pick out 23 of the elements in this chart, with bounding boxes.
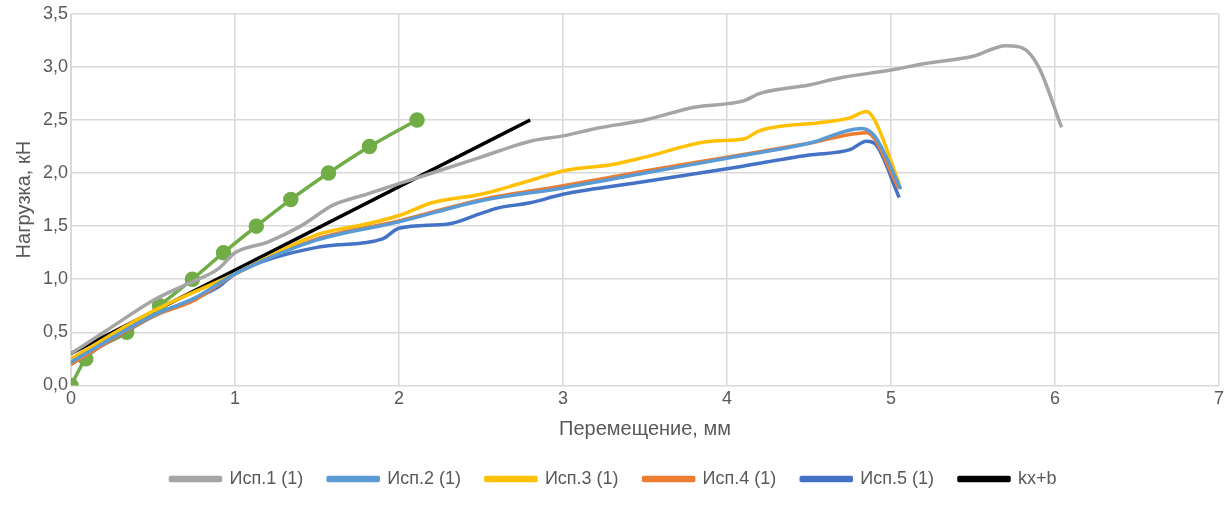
x-tick-label: 5 [886, 388, 897, 409]
x-tick-label: 6 [1050, 388, 1061, 409]
x-tick-label: 4 [722, 388, 733, 409]
legend-label: kx+b [1017, 467, 1057, 488]
x-tick-label: 0 [66, 388, 77, 409]
x-tick-label: 1 [230, 388, 241, 409]
legend-label: Исп.3 (1) [544, 467, 619, 488]
x-tick-label: 3 [558, 388, 569, 409]
legend-label: Исп.2 (1) [387, 467, 461, 488]
x-axis-title: Перемещение, мм [559, 416, 731, 439]
legend-label: Исп.1 (1) [229, 467, 304, 488]
x-tick-label: 7 [1213, 388, 1225, 409]
y-tick-label: 0,5 [42, 321, 69, 342]
y-tick-label: 1,0 [42, 268, 69, 289]
y-tick-label: 1,5 [42, 215, 69, 236]
legend-label: Исп.5 (1) [860, 467, 934, 488]
y-tick-label: 3,0 [42, 55, 69, 76]
y-tick-label: 3,5 [42, 2, 69, 23]
x-tick-label: 2 [394, 388, 405, 409]
y-tick-label: 2,0 [42, 162, 69, 183]
y-tick-label: 2,5 [42, 108, 69, 129]
y-axis-title: Нагрузка, кН [11, 140, 34, 259]
legend-label: Исп.4 (1) [702, 467, 777, 488]
